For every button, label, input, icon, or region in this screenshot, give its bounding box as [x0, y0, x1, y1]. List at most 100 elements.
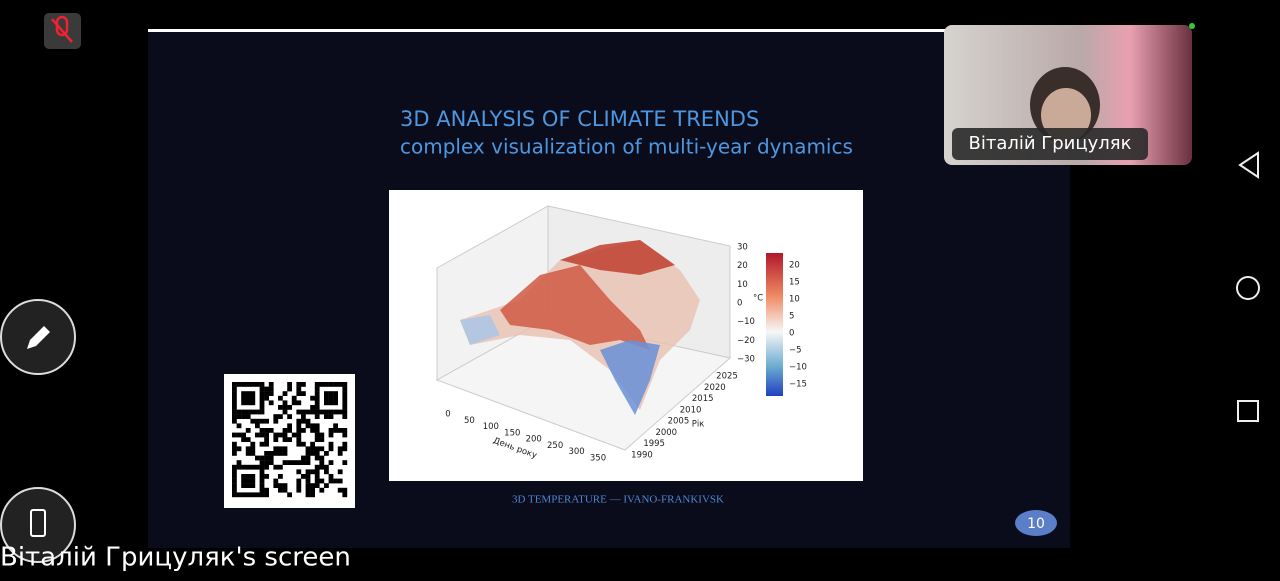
qr-module: [314, 432, 320, 438]
y-tick-label: 2015: [692, 394, 714, 404]
qr-module: [232, 487, 237, 493]
nav-back[interactable]: [1238, 151, 1259, 179]
qr-module: [333, 428, 338, 433]
qr-module: [305, 460, 311, 465]
qr-module: [273, 418, 279, 424]
qr-module: [310, 409, 315, 415]
qr-module: [282, 451, 288, 456]
qr-module: [287, 437, 292, 442]
qr-module: [333, 391, 338, 396]
qr-module: [278, 487, 283, 493]
qr-module: [328, 428, 334, 433]
qr-module: [241, 400, 246, 406]
qr-module: [301, 414, 306, 419]
qr-module: [259, 474, 265, 479]
nav-recents[interactable]: [1237, 400, 1259, 422]
qr-module: [305, 455, 311, 461]
qr-module: [264, 391, 269, 396]
y-axis-label: Рік: [692, 420, 705, 430]
z-axis-label: °C: [753, 294, 763, 304]
qr-module: [310, 451, 315, 456]
qr-module: [241, 391, 246, 396]
qr-modules: [232, 382, 348, 498]
y-tick-label: 2010: [680, 405, 702, 415]
qr-module: [333, 478, 338, 484]
qr-module: [314, 391, 320, 396]
y-tick-label: 2000: [655, 428, 677, 438]
qr-module: [324, 400, 329, 406]
qr-module: [291, 400, 297, 406]
qr-module: [305, 446, 311, 452]
qr-module: [264, 432, 269, 438]
y-tick-label: 2020: [704, 383, 726, 393]
qr-module: [342, 441, 348, 447]
surface: [560, 240, 675, 275]
qr-module: [245, 483, 251, 488]
qr-module: [268, 455, 274, 461]
qr-module: [259, 386, 265, 392]
qr-module: [255, 423, 260, 429]
page-number-badge: [1015, 510, 1057, 536]
qr-module: [245, 474, 251, 479]
qr-module: [241, 464, 246, 470]
qr-module: [250, 395, 256, 401]
z-tick-label: −20: [737, 336, 755, 346]
qr-module: [282, 405, 288, 410]
qr-module: [273, 464, 279, 470]
qr-module: [310, 469, 315, 475]
slide-subtitle: complex visualization of multi-year dyna…: [400, 135, 853, 159]
qr-module: [250, 446, 256, 452]
x-tick-label: 50: [464, 416, 475, 426]
qr-module: [328, 446, 334, 452]
qr-module: [255, 464, 260, 470]
qr-module: [255, 418, 260, 424]
qr-module: [232, 483, 237, 488]
qr-module: [324, 464, 329, 470]
qr-module: [314, 409, 320, 415]
qr-module: [232, 386, 237, 392]
qr-module: [264, 460, 269, 465]
qr-module: [305, 478, 311, 484]
rotate-button[interactable]: [0, 487, 76, 563]
qr-module: [342, 460, 348, 465]
x-tick-label: 0: [445, 410, 450, 420]
colorbar-tick-label: −15: [789, 380, 807, 390]
qr-module: [296, 400, 302, 406]
qr-module: [319, 382, 325, 387]
qr-module: [250, 441, 256, 447]
qr-module: [232, 432, 237, 438]
nav-home[interactable]: [1236, 276, 1260, 300]
qr-module: [337, 478, 343, 484]
colorbar-tick-label: 0: [789, 329, 794, 339]
qr-module: [342, 386, 348, 392]
qr-module: [314, 382, 320, 387]
qr-module: [278, 395, 283, 401]
qr-module: [314, 469, 320, 475]
qr-module: [282, 432, 288, 438]
qr-module: [250, 400, 256, 406]
z-tick-label: 20: [737, 261, 748, 271]
qr-module: [342, 391, 348, 396]
qr-module: [342, 432, 348, 438]
qr-module: [342, 405, 348, 410]
qr-module: [305, 469, 311, 475]
qr-module: [264, 386, 269, 392]
qr-module: [342, 414, 348, 419]
qr-module: [342, 487, 348, 493]
qr-module: [314, 455, 320, 461]
name-label-bg: [952, 128, 1148, 160]
qr-module: [250, 474, 256, 479]
qr-module: [264, 455, 269, 461]
surface: [460, 315, 500, 345]
qr-module: [310, 405, 315, 410]
qr-module: [314, 428, 320, 433]
qr-module: [250, 451, 256, 456]
qr-module: [296, 487, 302, 493]
qr-module: [273, 437, 279, 442]
y-tick-label: 1995: [643, 439, 665, 449]
qr-module: [264, 418, 269, 424]
qr-module: [291, 432, 297, 438]
z-tick-label: 30: [737, 243, 748, 253]
qr-module: [232, 478, 237, 484]
qr-module: [301, 460, 306, 465]
